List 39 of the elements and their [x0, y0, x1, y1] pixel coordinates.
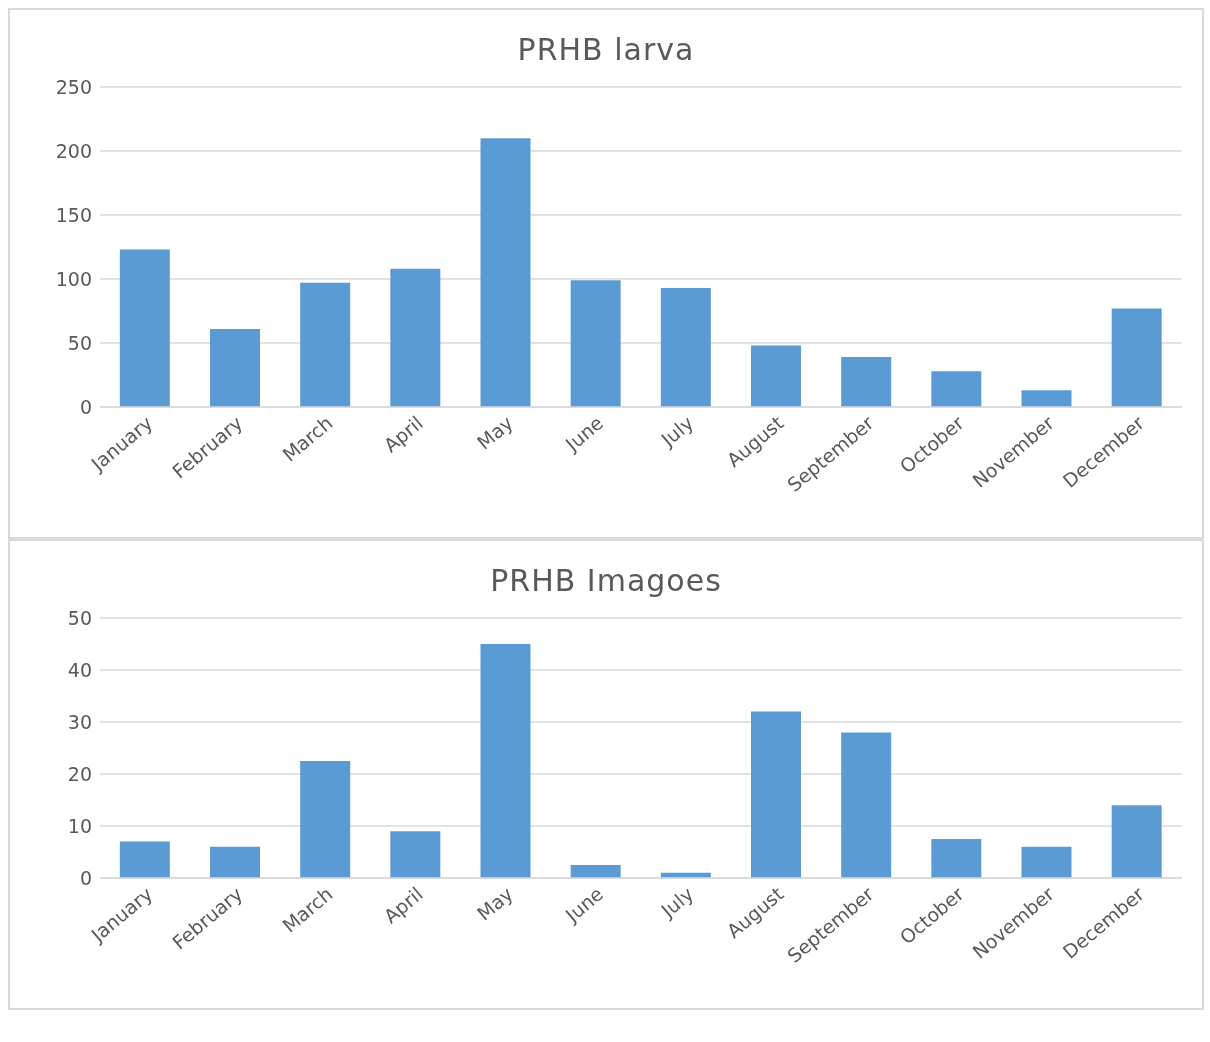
bar	[1111, 805, 1162, 878]
bar	[570, 280, 621, 407]
bar	[480, 138, 531, 407]
bar	[841, 732, 892, 878]
y-tick-label: 40	[67, 658, 92, 681]
y-tick-label: 0	[79, 866, 92, 889]
bar	[390, 268, 441, 407]
y-tick-label: 50	[67, 606, 92, 629]
y-tick-label: 10	[67, 814, 92, 837]
y-tick-label: 20	[67, 762, 92, 785]
bar	[751, 345, 801, 407]
bar	[210, 328, 260, 407]
bar	[300, 282, 351, 407]
bar	[119, 249, 170, 407]
y-tick-label: 200	[55, 139, 92, 162]
bar	[931, 839, 982, 878]
y-tick-label: 150	[55, 203, 92, 226]
bar	[210, 846, 260, 878]
bar	[390, 831, 441, 878]
bar	[660, 287, 711, 407]
chart-title: PRHB Imagoes	[489, 562, 723, 598]
bar	[751, 711, 801, 878]
x-tick-label: May	[472, 411, 517, 454]
y-tick-label: 30	[67, 710, 92, 733]
bar	[1021, 390, 1072, 407]
bar	[570, 865, 621, 878]
bar	[300, 761, 351, 878]
bar	[841, 357, 892, 407]
bar	[1111, 308, 1162, 407]
bar	[1021, 846, 1072, 878]
y-tick-label: 0	[79, 395, 92, 418]
bar	[119, 841, 170, 878]
y-tick-label: 50	[67, 331, 92, 354]
x-tick-label: May	[472, 882, 517, 925]
bar	[480, 644, 531, 878]
y-tick-label: 100	[55, 267, 92, 290]
y-tick-label: 250	[55, 75, 92, 98]
bar	[931, 371, 982, 407]
chart-title: PRHB larva	[516, 31, 696, 67]
